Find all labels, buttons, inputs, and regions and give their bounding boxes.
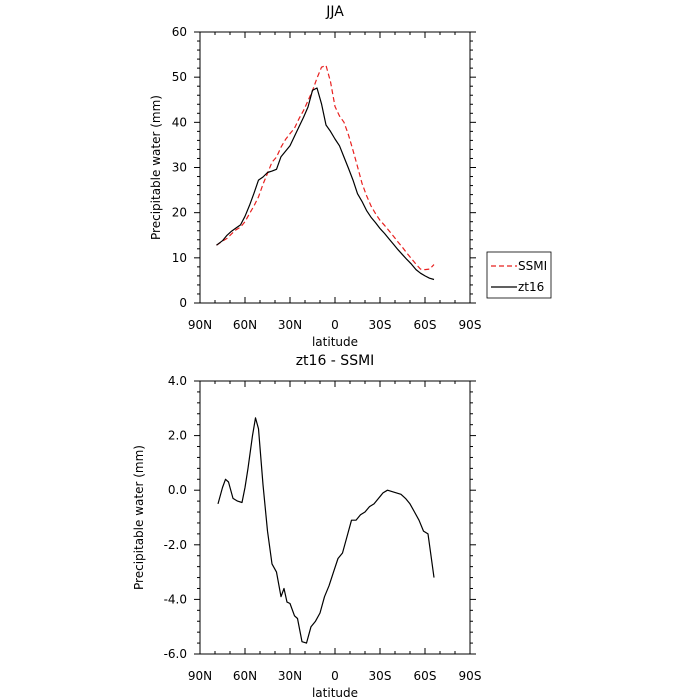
legend-box <box>486 251 552 299</box>
y-tick-label: 50 <box>172 70 187 84</box>
y-tick-label: 0.0 <box>168 483 187 497</box>
x-tick-label: 90S <box>459 669 482 683</box>
x-tick-label: 30S <box>369 318 392 332</box>
series-line-ssmi <box>216 64 435 271</box>
x-tick-label: 90N <box>188 669 212 683</box>
x-tick-label: 0 <box>331 318 339 332</box>
x-tick-label: 30N <box>278 669 302 683</box>
y-tick-label: 20 <box>172 206 187 220</box>
jja-panel: 90N 60N 30N 0 30S 60S 90S 0 10 20 30 40 50 60 JJA latit… <box>149 4 552 349</box>
chart-title: zt16 - SSMI <box>296 353 375 369</box>
y-tick-label: 4.0 <box>168 374 187 388</box>
plot-frame <box>199 31 471 304</box>
y-tick-label: -6.0 <box>164 647 187 661</box>
y-tick-label: 0 <box>179 296 187 310</box>
x-tick-label: 90N <box>188 318 212 332</box>
x-tick-label: 30N <box>278 318 302 332</box>
plot-frame <box>199 380 471 655</box>
chart-title: JJA <box>325 4 344 20</box>
x-tick-label: 90S <box>459 318 482 332</box>
x-tick-label: 60S <box>414 318 437 332</box>
x-tick-label: 60S <box>414 669 437 683</box>
x-tick-label: 60N <box>233 318 257 332</box>
x-axis-title: latitude <box>312 686 358 700</box>
difference-panel: 90N 60N 30N 0 30S 60S 90S -6.0 -4.0 -2.0 0.0 2.0 4.0… <box>132 353 481 700</box>
x-tick-label: 0 <box>331 669 339 683</box>
y-tick-label: -4.0 <box>164 592 187 606</box>
legend-label: zt16 <box>518 280 544 294</box>
y-tick-label: 10 <box>172 251 187 265</box>
series-line-difference <box>217 417 435 644</box>
y-tick-label: -2.0 <box>164 538 187 552</box>
x-tick-label: 60N <box>233 669 257 683</box>
legend-label: SSMI <box>518 259 547 273</box>
y-tick-label: 60 <box>172 25 187 39</box>
y-tick-label: 40 <box>172 115 187 129</box>
x-tick-label: 30S <box>369 669 392 683</box>
y-axis-title: Precipitable water (mm) <box>149 95 163 240</box>
x-axis-title: latitude <box>312 335 358 349</box>
series-line-zt16 <box>216 87 435 281</box>
y-axis-title: Precipitable water (mm) <box>132 445 146 590</box>
y-tick-label: 2.0 <box>168 429 187 443</box>
y-tick-label: 30 <box>172 161 187 175</box>
